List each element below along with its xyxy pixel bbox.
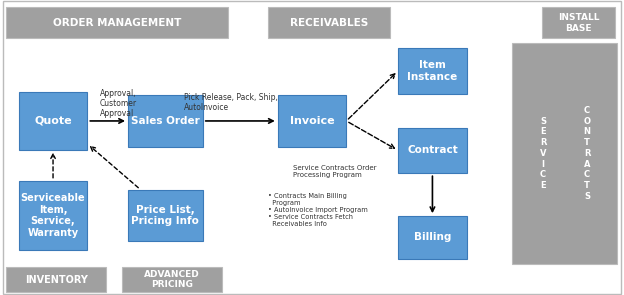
Text: RECEIVABLES: RECEIVABLES	[290, 18, 368, 28]
FancyBboxPatch shape	[278, 95, 346, 147]
Text: INSTALL
BASE: INSTALL BASE	[558, 13, 599, 32]
Text: S
E
R
V
I
C
E: S E R V I C E	[540, 117, 547, 190]
Text: Approval,
Customer
Approval: Approval, Customer Approval	[100, 88, 137, 118]
Text: Pick Release, Pack, Ship,
AutoInvoice: Pick Release, Pack, Ship, AutoInvoice	[184, 93, 278, 112]
FancyBboxPatch shape	[19, 92, 87, 150]
FancyBboxPatch shape	[542, 7, 615, 38]
Text: Quote: Quote	[34, 116, 72, 126]
Text: Item
Instance: Item Instance	[407, 60, 457, 82]
Text: Invoice: Invoice	[290, 116, 334, 126]
Text: Service Contracts Order
Processing Program: Service Contracts Order Processing Progr…	[293, 165, 377, 178]
Text: Sales Order: Sales Order	[131, 116, 200, 126]
Text: INVENTORY: INVENTORY	[25, 275, 87, 284]
FancyBboxPatch shape	[128, 190, 203, 241]
FancyBboxPatch shape	[19, 181, 87, 250]
Text: ADVANCED
PRICING: ADVANCED PRICING	[144, 270, 200, 289]
Text: • Contracts Main Billing
  Program
• AutoInvoice Import Program
• Service Contra: • Contracts Main Billing Program • AutoI…	[268, 193, 368, 227]
FancyBboxPatch shape	[512, 43, 617, 264]
Text: C
O
N
T
R
A
C
T
S: C O N T R A C T S	[583, 106, 591, 201]
Text: ORDER MANAGEMENT: ORDER MANAGEMENT	[53, 18, 181, 28]
Text: Price List,
Pricing Info: Price List, Pricing Info	[132, 204, 199, 226]
FancyBboxPatch shape	[268, 7, 390, 38]
FancyBboxPatch shape	[6, 7, 228, 38]
FancyBboxPatch shape	[398, 216, 467, 259]
Text: Contract: Contract	[407, 145, 458, 155]
FancyBboxPatch shape	[128, 95, 203, 147]
FancyBboxPatch shape	[398, 127, 467, 173]
Text: Serviceable
Item,
Service,
Warranty: Serviceable Item, Service, Warranty	[21, 193, 85, 238]
FancyBboxPatch shape	[398, 48, 467, 94]
Text: Billing: Billing	[414, 232, 451, 242]
FancyBboxPatch shape	[6, 267, 106, 292]
FancyBboxPatch shape	[122, 267, 222, 292]
